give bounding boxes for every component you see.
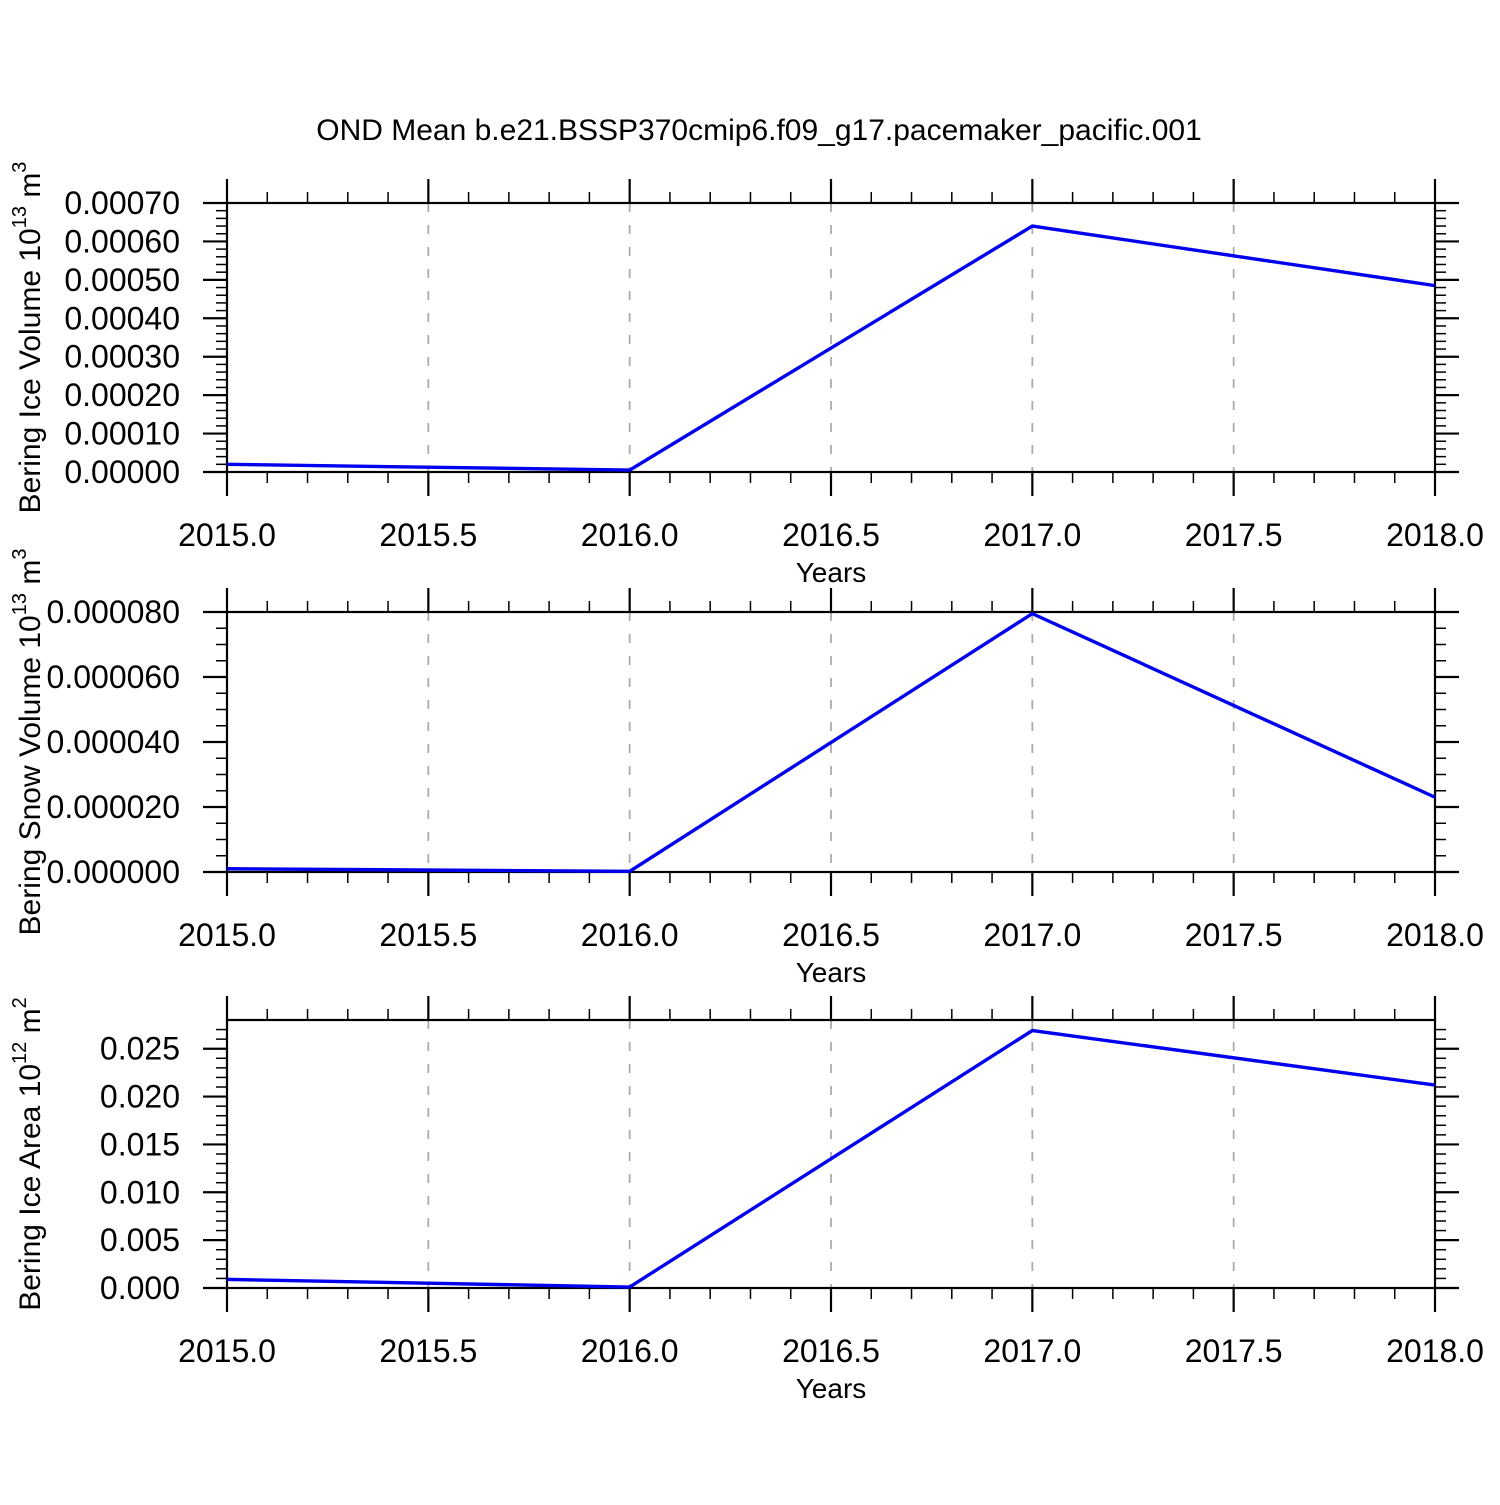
y-tick-label: 0.025 <box>100 1031 180 1067</box>
y-tick-label: 0.000060 <box>47 659 180 695</box>
x-tick-label: 2015.5 <box>379 517 477 553</box>
x-tick-label: 2015.5 <box>379 1333 477 1369</box>
y-tick-label: 0.00070 <box>64 185 180 221</box>
x-tick-label: 2016.0 <box>581 517 679 553</box>
data-line <box>226 224 1436 472</box>
y-tick-label: 0.000000 <box>47 854 180 890</box>
data-line <box>226 1028 1436 1289</box>
minor-ticks <box>216 601 1446 883</box>
y-tick-label: 0.00030 <box>64 339 180 375</box>
x-tick-label: 2017.0 <box>983 1333 1081 1369</box>
x-tick-label: 2015.0 <box>178 517 276 553</box>
gridlines <box>427 1020 1235 1288</box>
major-ticks <box>203 588 1459 896</box>
minor-ticks <box>216 1009 1446 1299</box>
x-tick-label: 2017.5 <box>1185 517 1283 553</box>
figure-title: OND Mean b.e21.BSSP370cmip6.f09_g17.pace… <box>316 114 1202 147</box>
x-tick-label: 2017.5 <box>1185 917 1283 953</box>
y-axis-title: Bering Ice Volume 1013 m3 <box>9 162 47 514</box>
x-tick-label: 2018.0 <box>1386 917 1484 953</box>
y-tick-label: 0.015 <box>100 1126 180 1162</box>
minor-ticks <box>216 192 1446 483</box>
x-tick-label: 2018.0 <box>1386 1333 1484 1369</box>
x-tick-label: 2015.5 <box>379 917 477 953</box>
chart-panel-bering-ice-volume: 2015.0 2015.5 2016.0 2016.5 2017.0 2017.5 2018… <box>9 162 1484 588</box>
x-tick-label: 2017.0 <box>983 917 1081 953</box>
x-axis-title: Years <box>796 957 867 988</box>
x-tick-label: 2016.5 <box>782 917 880 953</box>
y-tick-label: 0.000040 <box>47 724 180 760</box>
major-ticks <box>203 179 1459 496</box>
x-tick-label: 2016.5 <box>782 1333 880 1369</box>
gridlines <box>427 203 1235 472</box>
y-tick-label: 0.00040 <box>64 300 180 336</box>
x-tick-label: 2016.0 <box>581 917 679 953</box>
y-tick-label: 0.00060 <box>64 223 180 259</box>
major-ticks <box>203 996 1459 1312</box>
y-tick-label: 0.00010 <box>64 416 180 452</box>
chart-panels: 2015.0 2015.5 2016.0 2016.5 2017.0 2017.5 2018… <box>9 162 1484 1404</box>
chart-panel-bering-ice-area: 2015.0 2015.5 2016.0 2016.5 2017.0 2017.5 2018… <box>9 996 1484 1404</box>
x-axis-title: Years <box>796 557 867 588</box>
x-tick-label: 2018.0 <box>1386 517 1484 553</box>
x-tick-label: 2017.5 <box>1185 1333 1283 1369</box>
y-axis-title: Bering Ice Area 1012 m2 <box>9 997 47 1311</box>
x-tick-label: 2017.0 <box>983 517 1081 553</box>
y-tick-label: 0.010 <box>100 1174 180 1210</box>
y-tick-label: 0.00000 <box>64 454 180 490</box>
y-axis-title: Bering Snow Volume 1013 m3 <box>9 549 47 936</box>
y-tick-label: 0.000080 <box>47 594 180 630</box>
x-axis-title: Years <box>796 1373 867 1404</box>
chart-panel-bering-snow-volume: 2015.0 2015.5 2016.0 2016.5 2017.0 2017.5 2018… <box>9 549 1484 988</box>
x-tick-label: 2016.0 <box>581 1333 679 1369</box>
x-tick-label: 2015.0 <box>178 917 276 953</box>
y-tick-label: 0.020 <box>100 1079 180 1115</box>
y-tick-label: 0.000020 <box>47 789 180 825</box>
y-tick-label: 0.005 <box>100 1222 180 1258</box>
y-tick-label: 0.000 <box>100 1270 180 1306</box>
x-tick-label: 2015.0 <box>178 1333 276 1369</box>
x-tick-label: 2016.5 <box>782 517 880 553</box>
y-tick-label: 0.00050 <box>64 262 180 298</box>
data-line <box>226 611 1436 874</box>
y-tick-label: 0.00020 <box>64 377 180 413</box>
